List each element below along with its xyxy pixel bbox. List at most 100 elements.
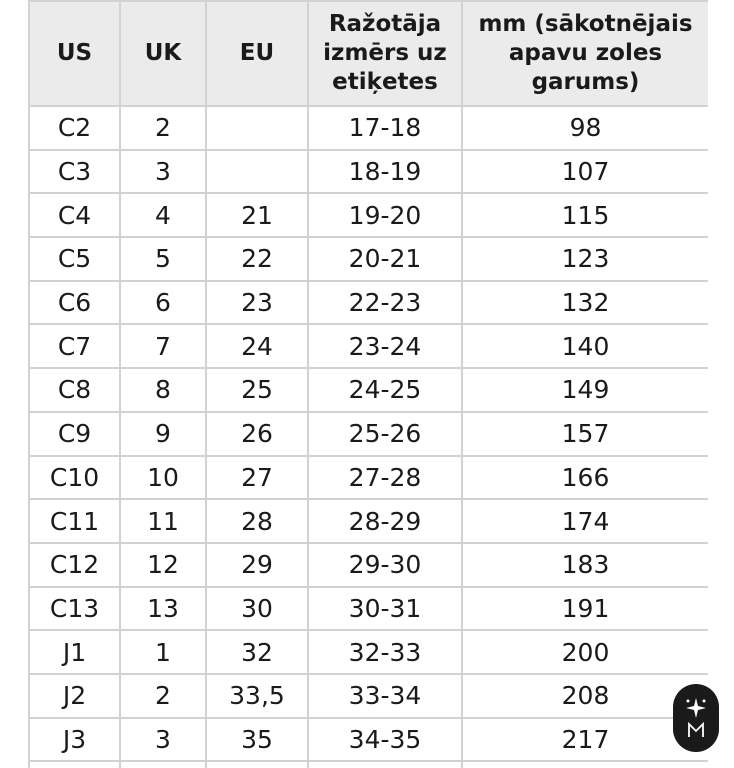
header-row: US UK EU Ražotāja izmērs uz etiķetes mm … [28, 0, 708, 107]
cell-uk: 2 [119, 105, 207, 151]
header-mm-length: mm (sākotnējais apavu zoles garums) [461, 0, 708, 107]
cell-eu: 21 [205, 192, 309, 239]
cell-eu: 28 [205, 498, 309, 544]
cell-us: C7 [28, 323, 121, 370]
cell-us: C5 [28, 236, 121, 282]
table-row: C13 13 30 30-31 191 [28, 585, 708, 632]
size-chart: US UK EU Ražotāja izmērs uz etiķetes mm … [28, 0, 708, 768]
table-row: C3 3 18-19 107 [28, 148, 708, 195]
table-row: C6 6 23 22-23 132 [28, 279, 708, 326]
cell-eu: 26 [205, 410, 309, 457]
header-eu: EU [205, 0, 309, 107]
cell-label-size: 34-35 [307, 716, 463, 763]
cell-uk: 13 [119, 585, 207, 632]
table-row: C11 11 28 28-29 174 [28, 498, 708, 544]
cell-uk: 10 [119, 454, 207, 501]
cell-us: C12 [28, 541, 121, 588]
cell-eu: 24 [205, 323, 309, 370]
cell-label-size: 27-28 [307, 454, 463, 501]
cell-label-size: 33-34 [307, 672, 463, 719]
cell-uk: 3 [119, 716, 207, 763]
cell-uk: 11 [119, 498, 207, 544]
header-uk: UK [119, 0, 207, 107]
table-row: C7 7 24 23-24 140 [28, 323, 708, 370]
cell-uk: 2 [119, 672, 207, 719]
cell-us: C13 [28, 585, 121, 632]
cell-mm-length: 98 [461, 105, 708, 151]
cell-mm-length: 208 [461, 672, 708, 719]
cell-uk: 3 [119, 148, 207, 195]
cell-mm-length: 157 [461, 410, 708, 457]
cell-eu [205, 105, 309, 151]
cell-mm-length: 107 [461, 148, 708, 195]
table-row: J2 2 33,5 33-34 208 [28, 672, 708, 719]
cell-eu: 33,5 [205, 672, 309, 719]
cell-mm-length: 166 [461, 454, 708, 501]
cell-mm-length: 183 [461, 541, 708, 588]
table-row: C10 10 27 27-28 166 [28, 454, 708, 501]
cell-label-size: 30-31 [307, 585, 463, 632]
cell-us: C3 [28, 148, 121, 195]
cell-us: C9 [28, 410, 121, 457]
cell-label-size: 20-21 [307, 236, 463, 282]
cell-label-size: 22-23 [307, 279, 463, 326]
table-row: C8 8 25 24-25 149 [28, 367, 708, 413]
cell-label-size: 25-26 [307, 410, 463, 457]
cell-eu: 29 [205, 541, 309, 588]
table-row: C2 2 17-18 98 [28, 105, 708, 151]
cell-eu: 27 [205, 454, 309, 501]
table-row: C4 4 21 19-20 115 [28, 192, 708, 239]
cell-us: C8 [28, 367, 121, 413]
cell-us [28, 760, 121, 768]
cell-label-size [307, 760, 463, 768]
cell-us: C4 [28, 192, 121, 239]
cell-uk: 1 [119, 629, 207, 675]
cell-uk: 12 [119, 541, 207, 588]
cell-mm-length: 191 [461, 585, 708, 632]
size-table: US UK EU Ražotāja izmērs uz etiķetes mm … [28, 0, 708, 768]
cell-us: C2 [28, 105, 121, 151]
cell-mm-length: 217 [461, 716, 708, 763]
cell-us: C6 [28, 279, 121, 326]
cell-mm-length: 200 [461, 629, 708, 675]
cell-mm-length: 115 [461, 192, 708, 239]
cell-label-size: 29-30 [307, 541, 463, 588]
cell-uk: 6 [119, 279, 207, 326]
cell-us: J2 [28, 672, 121, 719]
sparkle-logo-icon[interactable] [673, 684, 719, 752]
table-row: C5 5 22 20-21 123 [28, 236, 708, 282]
cell-label-size: 24-25 [307, 367, 463, 413]
cell-eu [205, 148, 309, 195]
cell-mm-length: 174 [461, 498, 708, 544]
cell-eu [205, 760, 309, 768]
header-us: US [28, 0, 121, 107]
cell-mm-length: 132 [461, 279, 708, 326]
cell-label-size: 17-18 [307, 105, 463, 151]
cell-eu: 32 [205, 629, 309, 675]
cell-eu: 35 [205, 716, 309, 763]
table-row: C12 12 29 29-30 183 [28, 541, 708, 588]
cell-uk: 4 [119, 192, 207, 239]
cell-mm-length: 140 [461, 323, 708, 370]
cell-uk: 5 [119, 236, 207, 282]
cell-eu: 25 [205, 367, 309, 413]
cell-us: C10 [28, 454, 121, 501]
cell-uk [119, 760, 207, 768]
cell-us: C11 [28, 498, 121, 544]
table-row: J3 3 35 34-35 217 [28, 716, 708, 763]
cell-label-size: 32-33 [307, 629, 463, 675]
cell-us: J3 [28, 716, 121, 763]
cell-eu: 22 [205, 236, 309, 282]
cell-us: J1 [28, 629, 121, 675]
cell-mm-length: 123 [461, 236, 708, 282]
cell-label-size: 18-19 [307, 148, 463, 195]
cell-mm-length: 149 [461, 367, 708, 413]
cell-label-size: 28-29 [307, 498, 463, 544]
cell-uk: 7 [119, 323, 207, 370]
table-body: C2 2 17-18 98 C3 3 18-19 107 C4 4 21 19-20 115 C5 5 22 2… [28, 105, 708, 768]
cell-eu: 23 [205, 279, 309, 326]
cell-label-size: 23-24 [307, 323, 463, 370]
table-row: C9 9 26 25-26 157 [28, 410, 708, 457]
cell-eu: 30 [205, 585, 309, 632]
table-row: J1 1 32 32-33 200 [28, 629, 708, 675]
